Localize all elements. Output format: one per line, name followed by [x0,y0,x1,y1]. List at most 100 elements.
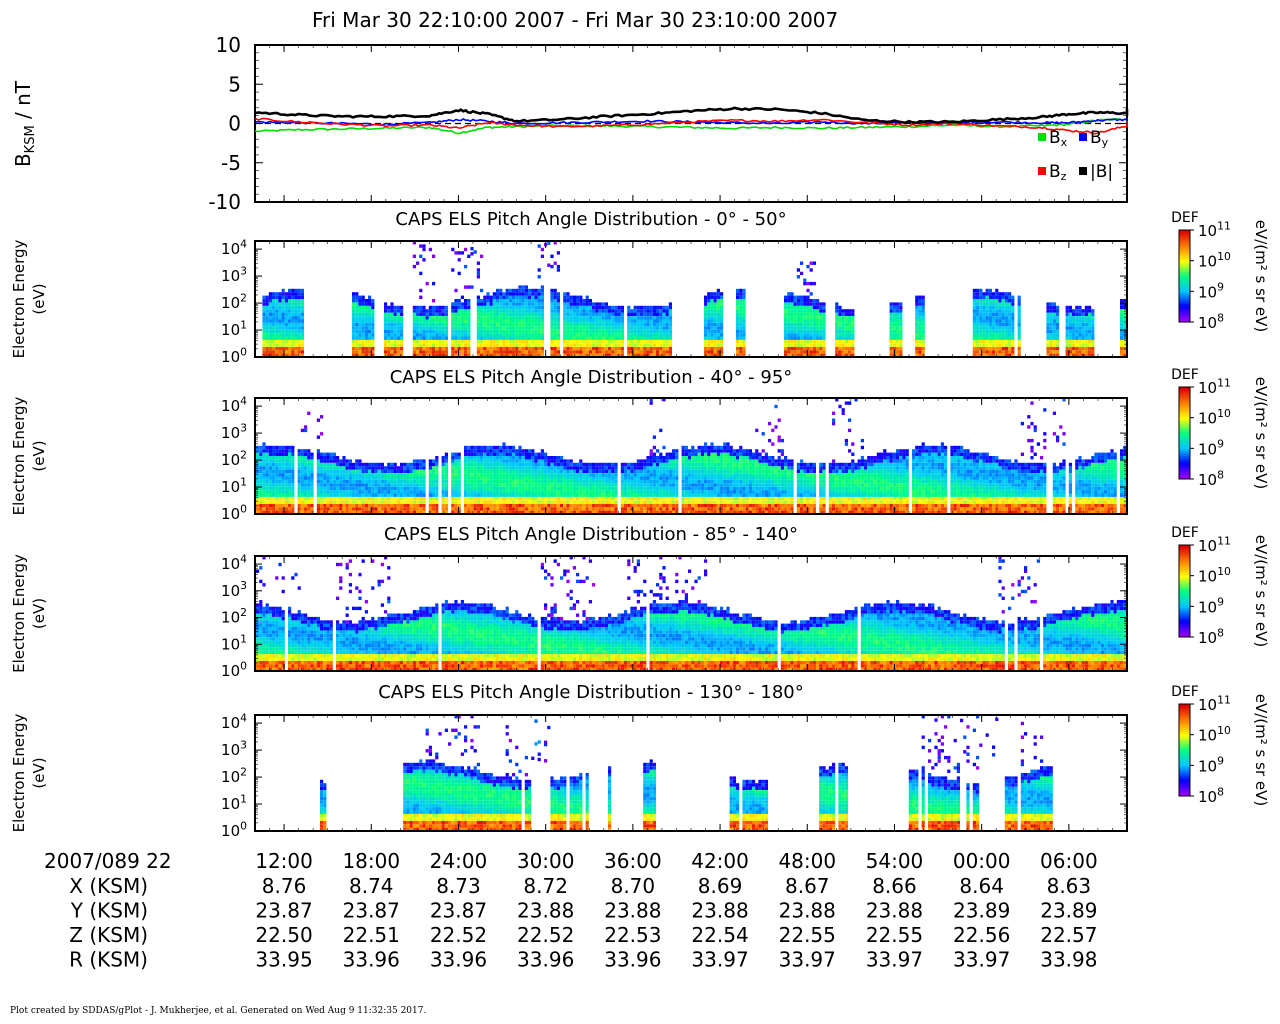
spectrogram-cell [588,339,592,344]
spectrogram-cell [416,350,420,354]
spectrogram-cell [550,312,554,316]
spectrogram-cell [320,507,324,511]
spectrogram-cell [483,302,487,306]
spectrogram-cell [377,483,381,487]
spectrogram-cell [316,493,320,497]
spectrogram-cell [844,353,848,357]
spectrogram-cell [499,346,503,351]
spectrogram-cell [486,445,490,450]
spectrogram-cell [1011,329,1015,334]
spectrogram-cell [556,490,560,494]
spectrogram-cell [976,343,980,347]
spectrogram-cell [291,456,295,460]
spectrogram-cell [720,299,724,303]
spectrogram-cell [915,302,919,306]
spectrogram-cell [300,292,304,296]
spectrogram-cell [998,350,1002,354]
spectrogram-cell [371,462,375,467]
spectrogram-cell [1052,316,1056,320]
spectrogram-cell [432,350,436,354]
spectrogram-cell [822,350,826,354]
spectrogram-cell [492,459,496,463]
spectrogram-cell [534,486,538,491]
spectrogram-cell [326,490,330,494]
spectrogram-cell [1091,309,1095,313]
spectrogram-cell [704,305,708,310]
spectrogram-cell [787,309,791,313]
spectrogram-cell [572,305,576,310]
spectrogram-cell [508,500,512,504]
spectrogram-cell [1075,343,1079,347]
spectrogram-cell [348,476,352,480]
spectrogram-cell [556,292,560,296]
spectrogram-cell [310,483,314,487]
spectrogram-cell [361,299,365,303]
spectrogram-cell [265,459,269,463]
spectrogram-cell [534,500,538,504]
spectrogram-cell [483,316,487,320]
spectrogram-cell [505,302,509,306]
spectrogram-cell [736,346,740,351]
spectrogram-cell [364,329,368,334]
spectrogram-cell [1075,339,1079,344]
spectrogram-cell [441,343,445,347]
spectrogram-cell [374,462,378,467]
spectrogram-cell [262,309,266,313]
spectrogram-cell [540,507,544,511]
spectrogram-cell [556,329,560,334]
spectrogram-cell [544,476,548,480]
spectrogram-cell [499,305,503,310]
spectrogram-cell [652,346,656,351]
spectrogram-cell [1017,326,1021,330]
spectrogram-cell [476,319,480,323]
spectrogram-cell [432,353,436,357]
spectrogram-cell [537,268,541,272]
spectrogram-cell [1052,343,1056,347]
spectrogram-cell [1120,309,1124,313]
spectrogram-cell [918,305,922,310]
spectrogram-cell [352,343,356,347]
spectrogram-cell [387,312,391,316]
spectrogram-cell [505,469,509,473]
spectrogram-cell [972,336,976,340]
spectrogram-cell [665,350,669,354]
spectrogram-cell [515,449,519,453]
spectrogram-cell [646,336,650,340]
spectrogram-cell [419,288,423,293]
spectrogram-cell [387,466,391,470]
spectrogram-cell [534,333,538,337]
spectrogram-cell [1091,319,1095,323]
spectrogram-cell [508,299,512,303]
spectrogram-cell [291,316,295,320]
spectrogram-cell [428,466,432,470]
spectrogram-cell [320,510,324,514]
spectrogram-cell [588,326,592,330]
spectrogram-cell [585,316,589,320]
spectrogram-cell [592,343,596,347]
spectrogram-cell [512,295,516,299]
spectrogram-cell [537,295,541,299]
spectrogram-cell [361,490,365,494]
spectrogram-cell [1075,326,1079,330]
spectrogram-cell [275,343,279,347]
spectrogram-cell [387,462,391,467]
spectrogram-cell [547,486,551,491]
spectrogram-cell [1001,336,1005,340]
spectrogram-cell [566,343,570,347]
spectrogram-cell [537,346,541,351]
spectrogram-cell [400,490,404,494]
spectrogram-cell [406,466,410,470]
spectrogram-cell [288,346,292,351]
spectrogram-cell [265,510,269,514]
spectrogram-cell [604,343,608,347]
spectrogram-cell [972,309,976,313]
spectrogram-cell [473,490,477,494]
spectrogram-cell [972,312,976,316]
spectrogram-cell [569,343,573,347]
spectrogram-cell [288,500,292,504]
spectrogram-cell [300,302,304,306]
spectrogram-cell [400,466,404,470]
spectrogram-cell [995,336,999,340]
spectrogram-cell [534,292,538,296]
spectrogram-cell [1004,295,1008,299]
